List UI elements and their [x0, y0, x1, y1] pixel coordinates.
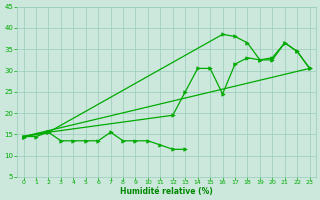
X-axis label: Humidité relative (%): Humidité relative (%): [120, 187, 213, 196]
